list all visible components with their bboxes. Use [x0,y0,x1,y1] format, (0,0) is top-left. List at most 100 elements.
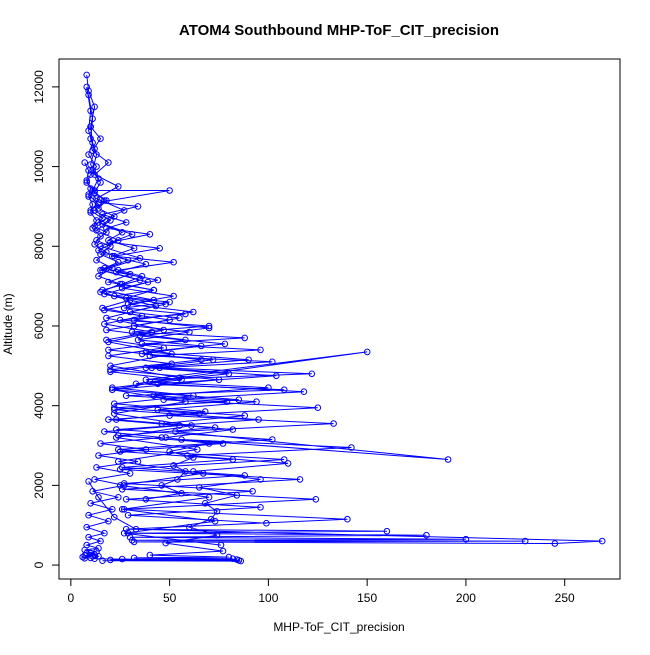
data-point [363,348,371,356]
data-point [551,540,559,547]
data-point [87,209,94,216]
data-point [99,266,106,274]
data-point [109,506,116,513]
data-point [97,440,104,447]
data-point [124,511,132,519]
data-point [93,151,100,158]
series-line [90,126,222,546]
data-point [462,535,470,543]
data-point [85,533,92,541]
data-point [245,356,252,364]
data-point [423,531,430,539]
data-point [241,472,248,479]
data-point [168,360,175,368]
data-point [111,410,118,417]
data-point [312,496,320,503]
data-point [101,428,108,435]
data-point [99,557,106,565]
data-point [130,554,138,562]
data-point [97,135,104,142]
data-point [166,298,173,306]
x-tick-label: 150 [357,591,377,605]
data-point [115,432,122,439]
data-point [229,456,237,463]
data-point [182,398,189,406]
data-point [241,334,248,342]
data-point [87,500,94,507]
data-point [113,434,120,441]
data-point [116,482,124,489]
data-point [91,187,98,194]
data-point [97,179,104,186]
data-point [269,358,276,366]
y-tick-label: 0 [32,561,46,568]
data-point [150,296,158,304]
data-point [273,372,280,380]
data-point [107,239,114,246]
data-point [235,396,243,404]
data-point [85,511,92,519]
data-point [257,476,264,483]
data-point [109,386,116,394]
data-point [122,525,130,533]
data-point [81,552,88,559]
y-tick-label: 6000 [32,312,46,339]
data-point [87,549,94,557]
data-point [83,83,90,91]
data-point [113,426,120,433]
data-point [97,288,104,296]
data-point [249,488,256,495]
data-point [166,448,173,455]
data-point [85,127,92,134]
data-point [99,211,106,218]
y-axis-label: Altitude (m) [1,293,15,354]
data-point [201,500,209,507]
data-point [144,278,152,286]
data-point [176,374,183,382]
data-point [107,217,114,224]
data-point [229,555,237,563]
data-point [111,252,118,260]
data-point [128,537,136,544]
data-point [154,276,162,284]
data-point [130,322,138,330]
data-point [170,292,177,300]
data-point [97,537,104,545]
data-point [87,185,94,192]
data-point [101,290,108,298]
x-tick-label: 100 [258,591,278,605]
data-point [205,324,213,332]
data-point [142,496,150,503]
data-point [93,256,100,264]
series-5 [91,187,272,503]
data-point [190,308,197,316]
data-series-layer [79,71,606,565]
x-tick-label: 0 [68,591,75,605]
data-point [95,494,102,501]
data-point [85,87,92,95]
data-point [186,328,193,336]
data-point [93,227,100,234]
data-point [521,537,529,545]
data-point [93,217,100,224]
data-point [109,384,116,392]
series-line [88,94,449,562]
series-6 [87,123,225,549]
data-point [142,364,150,372]
data-point [150,286,158,294]
data-point [253,398,260,406]
data-point [160,396,167,404]
data-point [142,260,150,268]
data-point [83,523,90,531]
data-point [190,454,197,461]
data-point [132,380,140,388]
data-point [122,219,130,226]
data-point [118,506,126,513]
data-point [111,400,118,408]
data-point [103,336,110,344]
data-point [89,225,96,232]
y-tick-label: 8000 [32,233,46,260]
